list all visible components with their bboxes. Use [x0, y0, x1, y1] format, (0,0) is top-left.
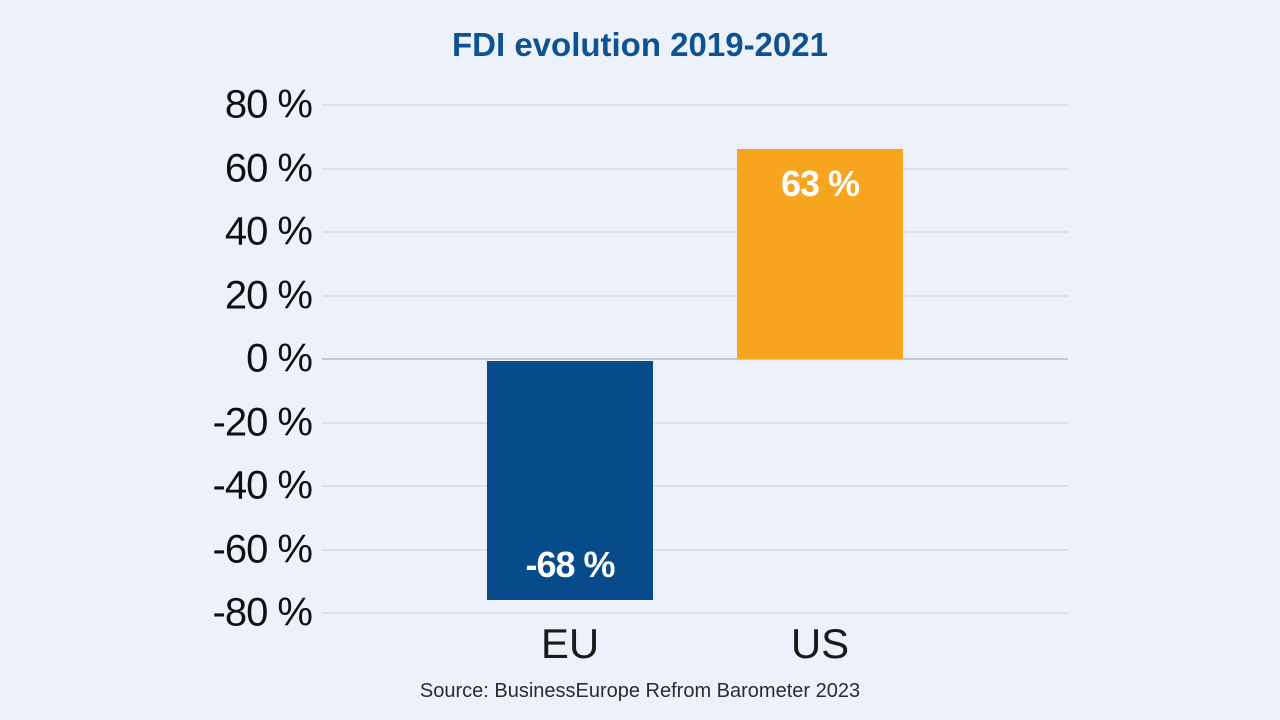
source-caption: Source: BusinessEurope Refrom Barometer …	[419, 680, 861, 702]
bar-eu: -68 %	[487, 361, 653, 601]
y-tick-label: 60 %	[224, 146, 313, 190]
gridline	[322, 167, 1068, 170]
bar-value-label: 63 %	[780, 163, 860, 205]
category-label-us: US	[790, 620, 850, 667]
bar-value-label: -68 %	[525, 544, 615, 586]
chart-title: FDI evolution 2019-2021	[452, 26, 828, 63]
gridline	[322, 294, 1068, 297]
y-tick-label: -40 %	[212, 463, 314, 508]
zero-gridline	[322, 358, 1068, 360]
y-tick-label: -80 %	[212, 590, 314, 635]
y-tick-label: 40 %	[224, 209, 313, 254]
gridline	[322, 231, 1068, 233]
y-tick-label: 20 %	[224, 273, 313, 317]
y-tick-label: -60 %	[212, 527, 314, 571]
gridline	[322, 485, 1068, 487]
y-tick-label: 0 %	[246, 336, 313, 381]
gridline	[322, 612, 1068, 614]
gridline	[322, 421, 1068, 424]
y-tick-label: 80 %	[224, 82, 313, 127]
y-tick-label: -20 %	[212, 400, 314, 444]
gridline	[322, 104, 1068, 106]
category-label-eu: EU	[540, 620, 600, 667]
bar-us: 63 %	[737, 149, 903, 359]
gridline	[322, 548, 1068, 551]
